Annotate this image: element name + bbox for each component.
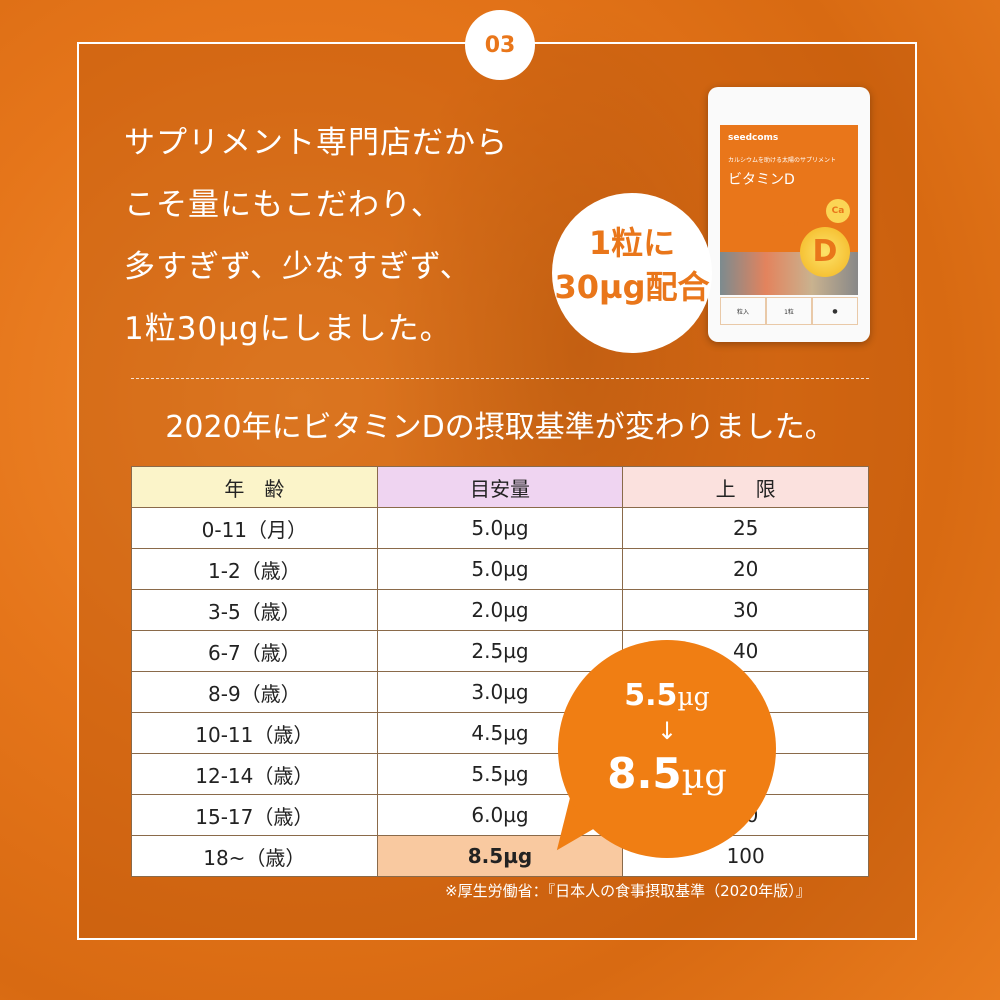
intake-table: 年 齢目安量上 限 0-11（月） 5.0µg 25 1-2（歳） 5.0µg 20 3-5… bbox=[131, 466, 869, 877]
table-cell: 15-17（歳） bbox=[131, 794, 378, 836]
d-bubble: D bbox=[800, 227, 850, 277]
header-age: 年 齢 bbox=[131, 466, 378, 508]
table-row: 0-11（月） 5.0µg 25 bbox=[131, 507, 869, 549]
package-brand: seedcoms bbox=[728, 133, 779, 143]
product-package-image: seedcoms カルシウムを助ける太陽のサプリメント ビタミンD Vitami… bbox=[708, 87, 870, 342]
source-note: ※厚生労働省：『日本人の食事摂取基準（2020年版）』 bbox=[445, 882, 811, 900]
new-number: 8.5 bbox=[607, 749, 682, 798]
table-cell: 12-14（歳） bbox=[131, 753, 378, 795]
table-row: 1-2（歳） 5.0µg 20 bbox=[131, 548, 869, 590]
lead-line: こそ量にもこだわり、 bbox=[124, 187, 443, 223]
count: 粒入 bbox=[720, 297, 766, 325]
dose-circle: 1粒に 30µg配合 bbox=[552, 193, 712, 353]
unit: µg bbox=[677, 682, 710, 711]
table-cell: 3-5（歳） bbox=[131, 589, 378, 631]
table-cell: 20 bbox=[622, 548, 869, 590]
unit: µg bbox=[681, 757, 727, 797]
lead-line: 多すぎず、少なすぎず、 bbox=[124, 249, 472, 285]
tablet-icon: ● bbox=[812, 297, 858, 325]
section-number-badge: 03 bbox=[465, 10, 535, 80]
table-cell: 0-11（月） bbox=[131, 507, 378, 549]
table-cell: 2.5µg bbox=[376, 630, 624, 672]
dose-line: 30µg配合 bbox=[554, 268, 710, 306]
new-value: 8.5µg bbox=[558, 749, 776, 798]
table-cell: 5.0µg bbox=[376, 548, 624, 590]
divider bbox=[131, 378, 869, 379]
section-heading: 2020年にビタミンDの摂取基準が変わりました。 bbox=[165, 410, 835, 445]
package-footer: 粒入 1粒 ● bbox=[720, 297, 858, 325]
lead-line: サプリメント専門店だから bbox=[124, 125, 508, 161]
arrow-down-icon: ↓ bbox=[656, 717, 678, 745]
header-limit: 上 限 bbox=[622, 466, 869, 508]
old-number: 5.5 bbox=[624, 678, 678, 713]
table-row: 18~（歳） 8.5µg 100 bbox=[131, 835, 869, 877]
table-cell: 18~（歳） bbox=[131, 835, 378, 877]
table-cell: 2.0µg bbox=[376, 589, 624, 631]
table-header: 年 齢目安量上 限 bbox=[131, 466, 869, 508]
table-cell: 8-9（歳） bbox=[131, 671, 378, 713]
package-name: ビタミンD bbox=[728, 172, 795, 188]
table-row: 6-7（歳） 2.5µg 40 bbox=[131, 630, 869, 672]
change-bubble: 5.5µg ↓ 8.5µg bbox=[558, 640, 776, 858]
package-subtitle: カルシウムを助ける太陽のサプリメント bbox=[728, 157, 837, 164]
lead-line: 1粒30µgにしました。 bbox=[124, 311, 452, 347]
vitamin-label: Vitamin bbox=[770, 220, 801, 228]
table-cell: 30 bbox=[622, 589, 869, 631]
table-cell: 5.0µg bbox=[376, 507, 624, 549]
table-cell: 10-11（歳） bbox=[131, 712, 378, 754]
lead-text: サプリメント専門店だから こそ量にもこだわり、 多すぎず、少なすぎず、 1粒30… bbox=[124, 112, 508, 360]
table-cell: 6-7（歳） bbox=[131, 630, 378, 672]
header-guide: 目安量 bbox=[376, 466, 624, 508]
table-cell: 25 bbox=[622, 507, 869, 549]
table-row: 3-5（歳） 2.0µg 30 bbox=[131, 589, 869, 631]
ca-bubble: Ca bbox=[826, 199, 850, 223]
dose: 1粒 bbox=[766, 297, 812, 325]
table-cell: 1-2（歳） bbox=[131, 548, 378, 590]
dose-line: 1粒に bbox=[588, 224, 676, 262]
table-cell: 8.5µg bbox=[376, 835, 624, 877]
old-value: 5.5µg bbox=[558, 678, 776, 713]
